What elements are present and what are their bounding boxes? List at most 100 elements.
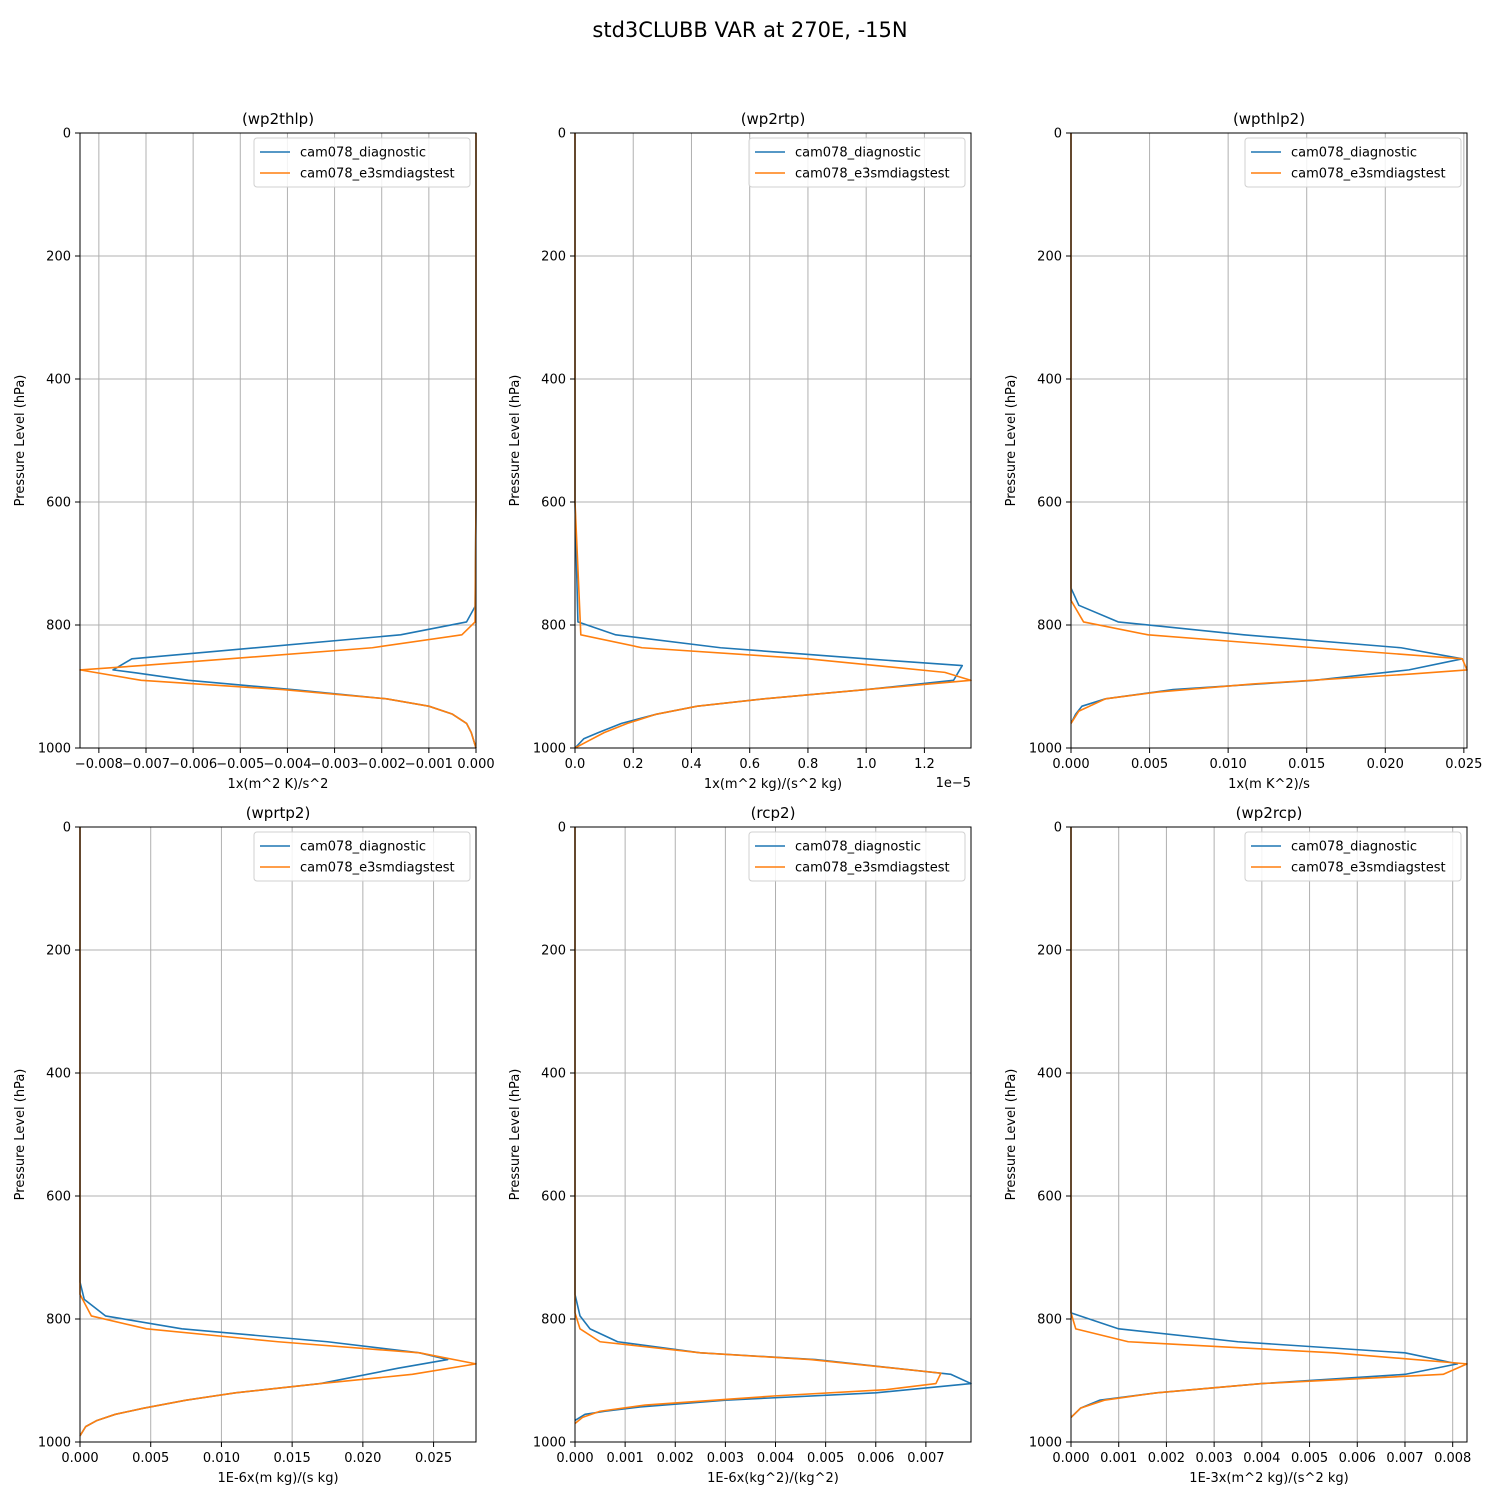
- x-tick-label: 0.4: [681, 757, 702, 772]
- x-tick-label: 0.0: [565, 757, 586, 772]
- y-tick-label: 1000: [533, 742, 566, 757]
- x-tick-label: 0.005: [132, 1451, 169, 1466]
- x-offset-label: 1e−5: [936, 776, 971, 791]
- axes-frame: [79, 132, 477, 749]
- y-tick-label: 1000: [38, 742, 71, 757]
- subplot-1: −0.008 −0.007 −0.006 −0.005 −0.004 −0.003 −0.0…: [13, 110, 495, 792]
- axes-frame: [574, 132, 972, 749]
- legend-label-1: cam078_diagnostic: [795, 146, 921, 161]
- y-tick-label: 600: [541, 1190, 566, 1205]
- x-tick-label: 0.000: [61, 1451, 98, 1466]
- legend: cam078_diagnostic cam078_e3smdiagstest: [1244, 137, 1462, 188]
- subplot-3: 0.000 0.005 0.010 0.015 0.020 0.025 0 200 400 600…: [1004, 110, 1482, 792]
- y-axis-label: Pressure Level (hPa): [13, 375, 28, 507]
- x-tick-label: −0.007: [122, 757, 170, 772]
- legend-box: [748, 137, 966, 188]
- y-tick-label: 200: [541, 250, 566, 265]
- legend: cam078_diagnostic cam078_e3smdiagstest: [1244, 831, 1462, 882]
- y-tick-label: 600: [46, 1190, 71, 1205]
- legend-label-1: cam078_diagnostic: [1291, 146, 1417, 161]
- x-tick-label: 0.003: [707, 1451, 744, 1466]
- x-tick-label: −0.006: [169, 757, 217, 772]
- x-tick-label: 0.025: [415, 1451, 452, 1466]
- y-tick-label: 800: [46, 619, 71, 634]
- y-tick-label: 400: [1037, 1067, 1062, 1082]
- y-axis-label: Pressure Level (hPa): [13, 1069, 28, 1201]
- y-tick-label: 400: [541, 373, 566, 388]
- legend-label-2: cam078_e3smdiagstest: [795, 861, 950, 876]
- subplot-2: 0.0 0.2 0.4 0.6 0.8 1.0 1.2 0 200 400 600 800 1000 1e…: [508, 110, 972, 792]
- y-tick-label: 200: [46, 250, 71, 265]
- y-tick-label: 1000: [533, 1436, 566, 1451]
- subplot-title: (wp2rcp): [1236, 804, 1303, 822]
- legend-box: [1244, 137, 1462, 188]
- legend-label-2: cam078_e3smdiagstest: [1291, 167, 1446, 182]
- series-line-1: [574, 133, 964, 749]
- legend-label-1: cam078_diagnostic: [300, 146, 426, 161]
- x-tick-label: 0.001: [1100, 1451, 1137, 1466]
- y-tick-label: 200: [46, 944, 71, 959]
- x-tick-label: 0.010: [1210, 757, 1247, 772]
- series-line-2: [79, 827, 477, 1437]
- subplot-title: (wp2thlp): [242, 110, 314, 128]
- x-tick-label: 0.000: [457, 757, 494, 772]
- x-tick-label: 1.2: [914, 757, 935, 772]
- legend-label-2: cam078_e3smdiagstest: [1291, 861, 1446, 876]
- legend: cam078_diagnostic cam078_e3smdiagstest: [253, 137, 471, 188]
- y-tick-label: 0: [558, 821, 566, 836]
- x-tick-label: 0.007: [907, 1451, 944, 1466]
- y-tick-label: 600: [1037, 496, 1062, 511]
- y-tick-label: 800: [1037, 1313, 1062, 1328]
- legend-label-1: cam078_diagnostic: [1291, 840, 1417, 855]
- subplot-title: (wpthlp2): [1233, 110, 1305, 128]
- x-tick-label: −0.002: [358, 757, 406, 772]
- x-tick-label: −0.003: [311, 757, 359, 772]
- legend-label-1: cam078_diagnostic: [300, 840, 426, 855]
- x-tick-label: 0.000: [1052, 757, 1089, 772]
- y-tick-label: 400: [46, 373, 71, 388]
- y-tick-label: 1000: [1029, 742, 1062, 757]
- x-tick-label: 0.020: [344, 1451, 381, 1466]
- x-tick-label: −0.004: [263, 757, 311, 772]
- subplot-title: (wp2rtp): [741, 110, 806, 128]
- x-tick-label: 0.007: [1386, 1451, 1423, 1466]
- axes-frame: [79, 826, 477, 1443]
- x-tick-label: 0.000: [1052, 1451, 1089, 1466]
- x-tick-label: 0.006: [857, 1451, 894, 1466]
- x-tick-label: 0.2: [623, 757, 644, 772]
- figure-title: std3CLUBB VAR at 270E, -15N: [592, 18, 907, 42]
- y-axis-label: Pressure Level (hPa): [508, 1069, 523, 1201]
- y-tick-label: 400: [46, 1067, 71, 1082]
- x-tick-label: 0.025: [1445, 757, 1482, 772]
- x-tick-label: 0.8: [798, 757, 819, 772]
- x-tick-label: 0.015: [274, 1451, 311, 1466]
- y-tick-label: 400: [541, 1067, 566, 1082]
- legend-label-2: cam078_e3smdiagstest: [300, 861, 455, 876]
- legend: cam078_diagnostic cam078_e3smdiagstest: [748, 831, 966, 882]
- y-tick-label: 600: [1037, 1190, 1062, 1205]
- subplot-5: 0.000 0.001 0.002 0.003 0.004 0.005 0.006 0.007…: [508, 804, 972, 1486]
- y-tick-label: 0: [1054, 127, 1062, 142]
- x-tick-label: 0.002: [657, 1451, 694, 1466]
- y-tick-label: 800: [541, 1313, 566, 1328]
- y-axis-label: Pressure Level (hPa): [1004, 375, 1019, 507]
- y-tick-label: 0: [1054, 821, 1062, 836]
- legend-box: [748, 831, 966, 882]
- x-tick-label: −0.008: [75, 757, 123, 772]
- y-tick-label: 800: [1037, 619, 1062, 634]
- y-axis-label: Pressure Level (hPa): [508, 375, 523, 507]
- series-line-2: [1070, 133, 1468, 724]
- axes-frame: [1070, 826, 1468, 1443]
- panels-container: −0.008 −0.007 −0.006 −0.005 −0.004 −0.003 −0.0…: [13, 110, 1482, 1486]
- y-tick-label: 600: [46, 496, 71, 511]
- x-tick-label: −0.005: [216, 757, 264, 772]
- x-tick-label: 0.004: [1243, 1451, 1280, 1466]
- subplot-4: 0.000 0.005 0.010 0.015 0.020 0.025 0 200 400 600…: [13, 804, 477, 1486]
- x-axis-label: 1x(m K^2)/s: [1228, 777, 1310, 792]
- y-tick-label: 1000: [38, 1436, 71, 1451]
- x-tick-label: 0.010: [203, 1451, 240, 1466]
- legend-box: [1244, 831, 1462, 882]
- legend-label-1: cam078_diagnostic: [795, 840, 921, 855]
- y-tick-label: 400: [1037, 373, 1062, 388]
